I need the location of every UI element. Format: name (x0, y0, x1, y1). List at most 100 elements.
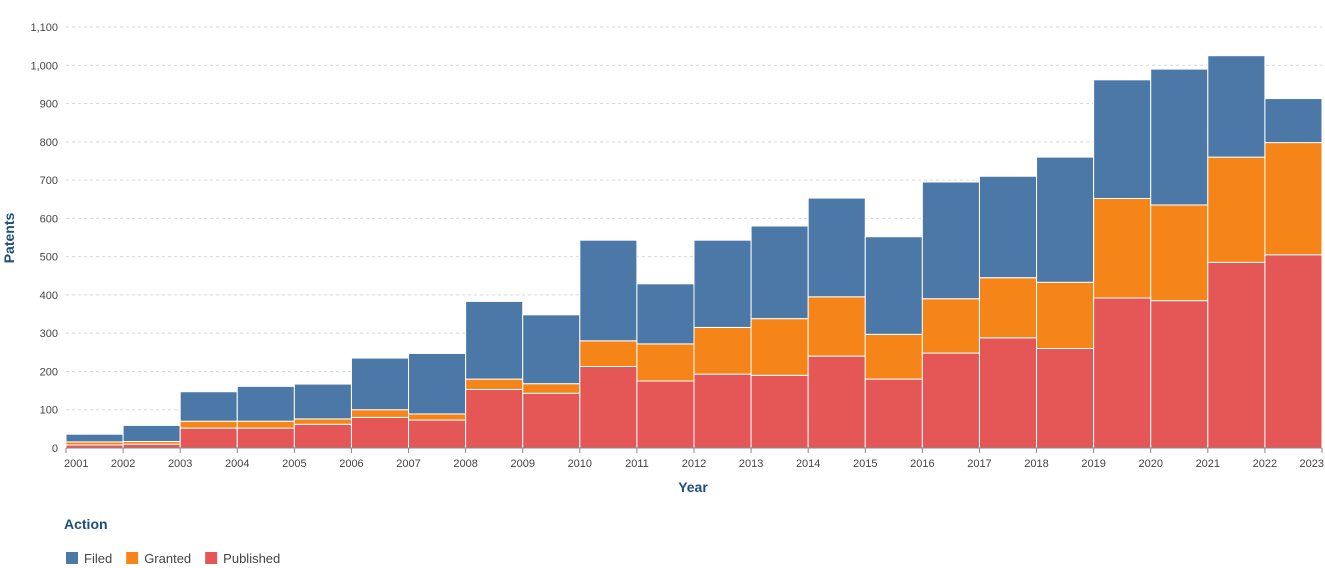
bar-published-2016 (921, 352, 980, 449)
bar-published-2008 (465, 388, 524, 449)
axes: 0 100 200 300 400 500 600 700 800 900 1,000 1,100 20… (30, 22, 1324, 470)
x-tick-label: 2010 (568, 458, 592, 470)
y-axis-title: Patents (1, 213, 17, 264)
bar-filed-2007 (408, 352, 467, 415)
bar-filed-2020 (1150, 68, 1209, 206)
bar-filed-2017 (978, 175, 1038, 279)
legend-label-filed: Filed (84, 551, 112, 566)
legend-label-published: Published (223, 551, 280, 566)
x-tick-label: 2006 (339, 458, 363, 470)
bar-granted-2003 (179, 420, 238, 429)
bar-granted-2006 (350, 409, 410, 418)
legend-swatch-filed (66, 552, 78, 564)
x-tick-label: 2005 (282, 458, 306, 470)
bar-granted-2019 (1093, 197, 1152, 299)
bar-published-2005 (293, 423, 352, 449)
bar-filed-2010 (579, 239, 638, 342)
bar-published-2012 (693, 373, 752, 449)
bars (65, 55, 1323, 449)
bar-published-2021 (1207, 261, 1266, 449)
bar-granted-2016 (921, 298, 980, 354)
x-tick-label: 2018 (1024, 458, 1048, 470)
x-tick-label: 2017 (967, 458, 991, 470)
bar-granted-2005 (293, 418, 352, 425)
y-tick-label: 0 (52, 443, 58, 455)
y-tick-label: 500 (40, 252, 58, 264)
bar-published-2003 (179, 427, 238, 449)
bar-published-2017 (978, 337, 1038, 449)
y-tick-label: 200 (40, 366, 58, 378)
x-tick-label: 2019 (1081, 458, 1105, 470)
bar-granted-2020 (1150, 204, 1209, 302)
x-axis-title: Year (678, 479, 708, 495)
bar-filed-2016 (921, 181, 980, 300)
x-tick-label: 2003 (168, 458, 192, 470)
x-tick-label: 2009 (510, 458, 534, 470)
bar-published-2007 (408, 419, 467, 449)
bar-filed-2015 (864, 236, 923, 335)
bar-published-2014 (807, 355, 866, 449)
bar-filed-2018 (1036, 156, 1095, 283)
x-tick-label: 2020 (1138, 458, 1162, 470)
bar-granted-2004 (236, 420, 295, 429)
bar-granted-2017 (978, 277, 1038, 339)
x-tick-label: 2015 (853, 458, 877, 470)
bar-granted-2007 (408, 413, 467, 421)
y-tick-label: 900 (40, 99, 58, 111)
x-tick-label: 2014 (796, 458, 820, 470)
bar-filed-2012 (693, 239, 752, 328)
bar-filed-2014 (807, 197, 866, 298)
bar-filed-2004 (236, 385, 295, 422)
x-tick-label: 2016 (910, 458, 934, 470)
x-tick-label: 2021 (1196, 458, 1220, 470)
bar-filed-2011 (636, 283, 695, 345)
bar-published-2011 (636, 380, 695, 449)
x-tick-label: 2001 (64, 458, 88, 470)
x-tick-label: 2011 (625, 458, 649, 470)
y-tick-label: 400 (40, 290, 58, 302)
legend-swatch-published (205, 552, 218, 564)
y-tick-label: 600 (40, 213, 58, 225)
bar-filed-2008 (465, 300, 524, 380)
bar-published-2002 (122, 443, 181, 449)
bar-filed-2002 (122, 424, 181, 442)
x-tick-label: 2012 (682, 458, 706, 470)
bar-filed-2005 (293, 383, 352, 420)
bar-published-2018 (1036, 347, 1095, 449)
bar-filed-2021 (1207, 55, 1266, 158)
bar-filed-2019 (1093, 79, 1152, 199)
x-tick-label: 2004 (225, 458, 249, 470)
bar-granted-2015 (864, 333, 923, 380)
y-tick-label: 700 (40, 175, 58, 187)
bar-filed-2009 (522, 314, 581, 385)
bar-granted-2022 (1264, 142, 1323, 256)
x-tick-label: 2002 (111, 458, 135, 470)
x-tick-label: 2007 (396, 458, 420, 470)
bar-published-2022 (1264, 254, 1323, 449)
bar-granted-2011 (636, 343, 695, 382)
bar-granted-2008 (465, 378, 524, 390)
bar-published-2010 (579, 365, 638, 449)
bar-granted-2012 (693, 326, 752, 375)
y-tick-label: 1,000 (30, 60, 58, 72)
bar-filed-2003 (179, 391, 238, 422)
bar-filed-2022 (1264, 98, 1323, 144)
bar-published-2015 (864, 378, 923, 449)
x-tick-label: 2022 (1253, 458, 1277, 470)
bar-filed-2013 (750, 225, 809, 320)
x-tick-label: 2008 (453, 458, 477, 470)
x-tick-label: 2023 (1300, 458, 1324, 470)
y-tick-label: 300 (40, 328, 58, 340)
bar-filed-2001 (65, 433, 124, 443)
legend-label-granted: Granted (144, 551, 191, 566)
bar-granted-2010 (579, 340, 638, 367)
bar-granted-2014 (807, 296, 866, 357)
bar-filed-2006 (350, 357, 410, 411)
bar-published-2004 (236, 427, 295, 449)
bar-published-2006 (350, 416, 410, 449)
bar-granted-2009 (522, 383, 581, 394)
y-tick-label: 1,100 (30, 22, 58, 34)
bar-granted-2018 (1036, 281, 1095, 349)
legend: Filed Granted Published (66, 551, 280, 566)
